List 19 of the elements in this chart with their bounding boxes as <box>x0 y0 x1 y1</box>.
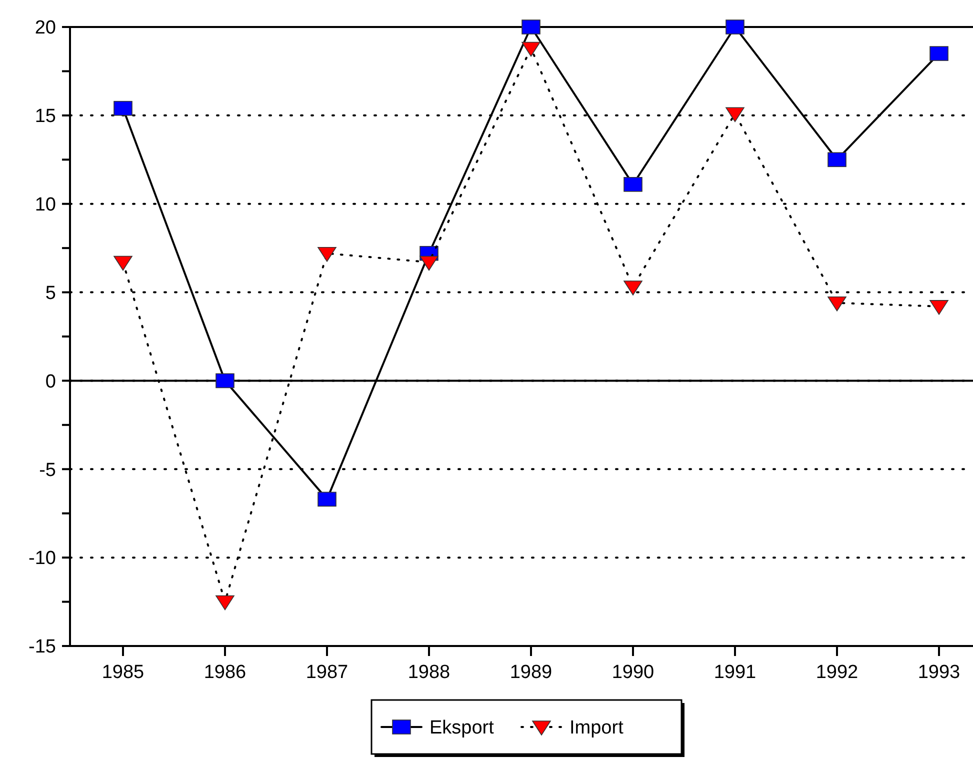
legend-label: Eksport <box>430 718 495 739</box>
y-tick-label: -5 <box>39 460 56 481</box>
y-tick-label: -10 <box>28 548 56 570</box>
y-tick-label: 0 <box>45 371 56 392</box>
y-tick-label: 15 <box>34 106 56 128</box>
x-tick-label: 1993 <box>918 662 960 683</box>
y-tick-label: -15 <box>28 636 56 658</box>
y-tick-label: 5 <box>45 282 56 304</box>
x-tick-label: 1988 <box>408 662 450 683</box>
y-tick-label: 10 <box>34 194 56 216</box>
legend-label: Import <box>570 718 624 739</box>
x-tick-label: 1991 <box>714 662 756 683</box>
x-tick-label: 1990 <box>612 662 654 683</box>
x-tick-label: 1989 <box>510 662 552 683</box>
y-tick-label: 20 <box>34 18 56 39</box>
x-tick-label: 1987 <box>306 662 348 683</box>
x-tick-label: 1986 <box>204 662 246 683</box>
x-tick-label: 1985 <box>102 662 144 683</box>
x-tick-label: 1992 <box>816 662 858 683</box>
